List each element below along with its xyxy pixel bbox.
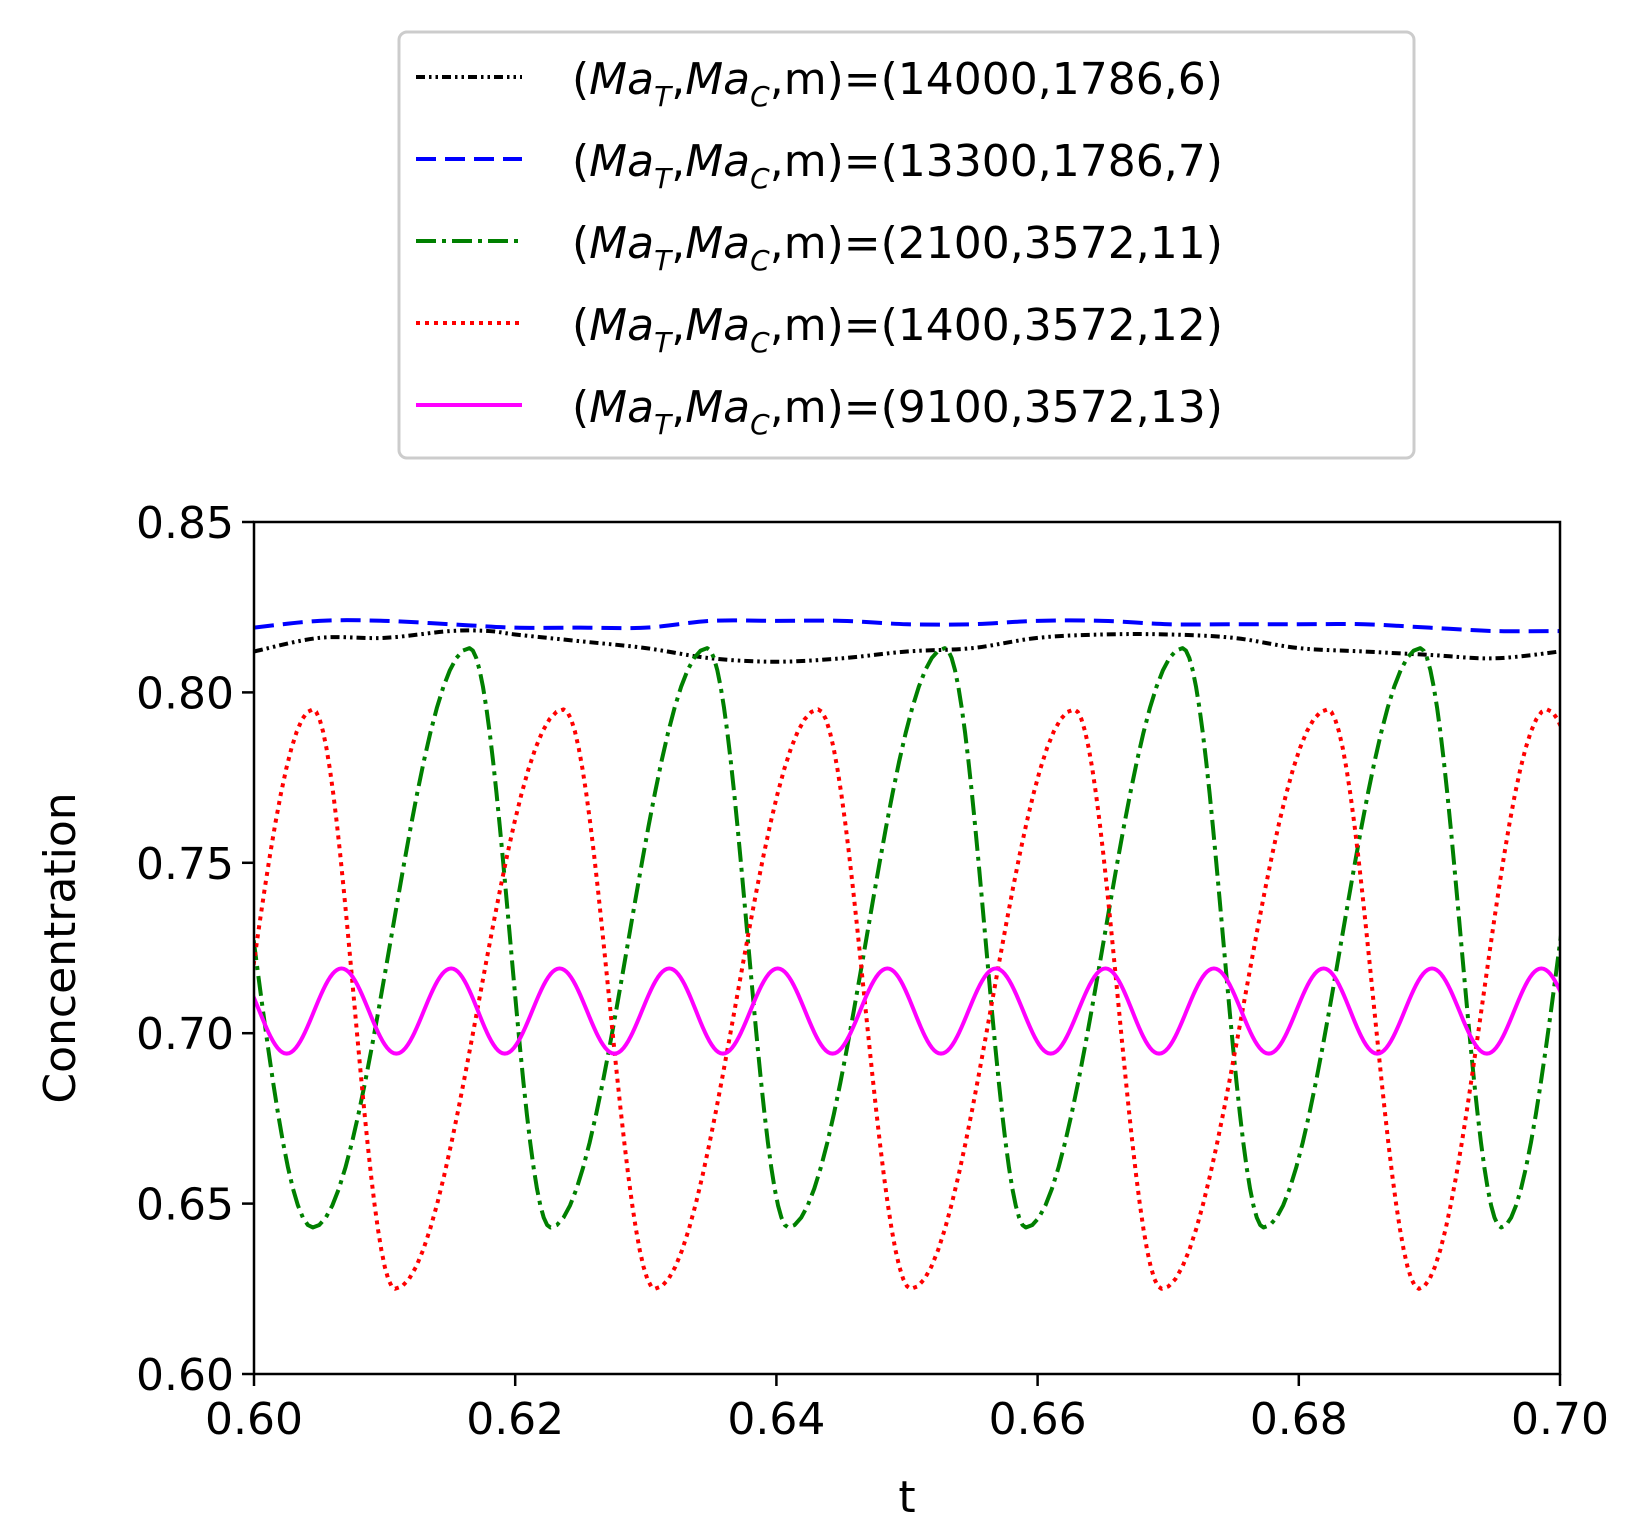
y-axis: 0.60 0.65 0.70 0.75 0.80 0.85 xyxy=(136,498,254,1401)
legend-entry-3: (MaT,MaC,m)=(2100,3572,11) xyxy=(572,218,1223,277)
y-tick-label: 0.60 xyxy=(136,1350,234,1401)
x-axis-label: t xyxy=(898,1472,915,1523)
series-line-4 xyxy=(254,707,1560,1291)
series-line-5 xyxy=(254,966,1560,1056)
legend-entry-2: (MaT,MaC,m)=(13300,1786,7) xyxy=(572,136,1223,195)
y-tick-label: 0.75 xyxy=(136,839,234,890)
x-tick-label: 0.60 xyxy=(205,1394,303,1445)
x-axis: 0.60 0.62 0.64 0.66 0.68 0.70 xyxy=(205,1374,1609,1445)
x-tick-label: 0.64 xyxy=(727,1394,825,1445)
legend-entry-1: (MaT,MaC,m)=(14000,1786,6) xyxy=(572,54,1223,113)
legend-frame xyxy=(397,30,1416,460)
plot-area: 0.60 0.62 0.64 0.66 0.68 0.70 0.60 0.65 0.70 0.7… xyxy=(35,498,1609,1523)
legend-entry-4: (MaT,MaC,m)=(1400,3572,12) xyxy=(572,300,1223,359)
x-tick-label: 0.70 xyxy=(1511,1394,1609,1445)
y-tick-label: 0.65 xyxy=(136,1180,234,1231)
x-tick-label: 0.66 xyxy=(989,1394,1087,1445)
series-line-3 xyxy=(254,646,1560,1230)
y-tick-label: 0.80 xyxy=(136,668,234,719)
series-layer xyxy=(254,618,1560,1291)
y-tick-label: 0.70 xyxy=(136,1009,234,1060)
legend: (MaT,MaC,m)=(14000,1786,6) (MaT,MaC,m)=(1… xyxy=(397,30,1416,460)
y-tick-label: 0.85 xyxy=(136,498,234,549)
x-tick-label: 0.62 xyxy=(466,1394,564,1445)
axes-frame xyxy=(252,520,1562,1376)
series-line-2 xyxy=(254,618,1560,634)
legend-entry-5: (MaT,MaC,m)=(9100,3572,13) xyxy=(572,382,1223,441)
series-line-1 xyxy=(254,628,1560,664)
x-tick-label: 0.68 xyxy=(1250,1394,1348,1445)
y-axis-label: Concentration xyxy=(35,792,86,1103)
